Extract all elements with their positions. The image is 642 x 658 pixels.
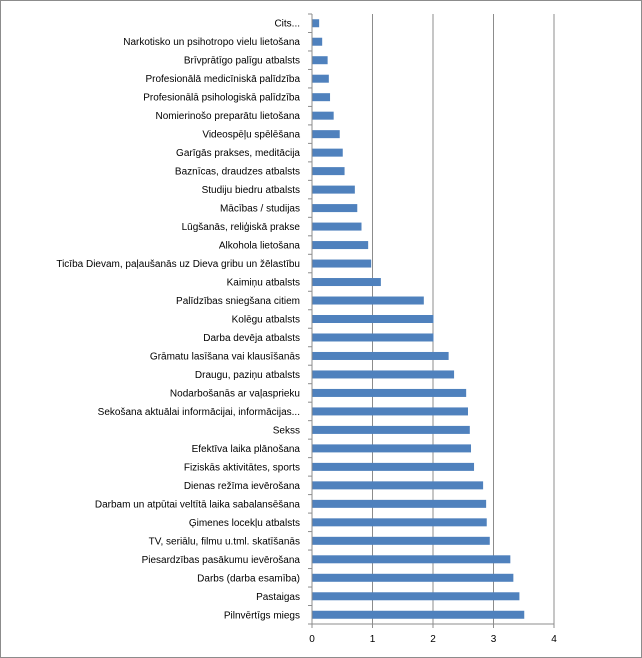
category-label: Studiju biedru atbalsts <box>202 185 300 196</box>
bar <box>312 130 340 139</box>
x-tick-label: 0 <box>309 634 315 645</box>
bar <box>312 148 343 157</box>
category-label: Palīdzības sniegšana citiem <box>176 296 300 307</box>
bar <box>312 610 525 619</box>
category-label: Garīgās prakses, meditācija <box>176 148 300 159</box>
category-label: Profesionālā psihologiskā palīdzība <box>143 93 300 104</box>
bar <box>312 56 328 65</box>
bar <box>312 296 424 305</box>
bar <box>312 351 449 360</box>
bar <box>312 370 455 379</box>
bar <box>312 185 355 194</box>
category-label: Draugu, paziņu atbalsts <box>195 370 300 381</box>
bar <box>312 204 358 213</box>
bar <box>312 93 331 102</box>
category-label: Videospēļu spēlēšana <box>202 130 300 141</box>
bar <box>312 222 362 231</box>
x-tick-label: 2 <box>430 634 436 645</box>
category-label: Brīvprātīgo palīgu atbalsts <box>184 56 300 67</box>
bar <box>312 407 468 416</box>
category-label: Lūgšanās, reliģiskā prakse <box>182 220 301 233</box>
category-label: Cits... <box>274 19 300 30</box>
category-label: TV, seriālu, filmu u.tml. skatīšanās <box>149 536 300 547</box>
category-label: Ģimenes locekļu atbalsts <box>189 518 300 529</box>
category-label: Ticība Dievam, paļaušanās uz Dieva gribu… <box>56 259 300 270</box>
category-label: Pilnvērtīgs miegs <box>224 610 300 621</box>
bar <box>312 536 490 545</box>
bar <box>312 481 484 490</box>
bar <box>312 111 334 120</box>
bar <box>312 241 369 250</box>
bars <box>312 19 525 619</box>
category-label: Grāmatu lasīšana vai klausīšanās <box>150 351 300 362</box>
x-tick-label: 1 <box>370 634 376 645</box>
category-label: Baznīcas, draudzes atbalsts <box>175 167 300 178</box>
bar <box>312 19 320 28</box>
bar <box>312 555 511 564</box>
category-label: Alkohola lietošana <box>219 241 301 252</box>
category-label: Sekss <box>273 425 300 436</box>
bar <box>312 278 381 287</box>
category-labels: Cits... Narkotisko un psihotropo vielu li… <box>56 19 300 622</box>
category-label: Fiziskās aktivitātes, sports <box>184 462 300 473</box>
category-label: Pastaigas <box>256 592 300 603</box>
category-label: Dienas režīma ievērošana <box>184 481 301 492</box>
bar <box>312 573 514 582</box>
bar <box>312 333 434 342</box>
bar <box>312 425 470 434</box>
bar <box>312 518 487 527</box>
category-label: Nomierinošo preparātu lietošana <box>155 111 300 122</box>
category-label: Darbam un atpūtai veltītā laika sabalans… <box>95 499 301 510</box>
bar <box>312 167 345 176</box>
category-label: Efektīva laika plānošana <box>192 444 301 455</box>
category-label: Mācības / studijas <box>220 204 300 215</box>
bar <box>312 74 329 83</box>
bar <box>312 388 467 397</box>
category-label: Darba devēja atbalsts <box>203 333 300 344</box>
category-label: Profesionālā medicīniskā palīdzība <box>145 74 300 85</box>
category-label: Kolēgu atbalsts <box>232 315 300 326</box>
bar <box>312 259 372 268</box>
x-tick-labels: 0 1 2 3 4 <box>309 634 557 645</box>
category-label: Narkotisko un psihotropo vielu lietošana <box>123 37 300 48</box>
category-label: Sekošana aktuālai informācijai, informāc… <box>98 407 300 418</box>
bar <box>312 592 520 601</box>
bar <box>312 462 475 471</box>
category-label: Nodarbošanās ar vaļasprieku <box>170 388 300 399</box>
category-label: Darbs (darba esamība) <box>197 573 300 584</box>
category-label: Kaimiņu atbalsts <box>227 278 300 289</box>
bar <box>312 444 472 453</box>
x-tick-label: 3 <box>491 634 497 645</box>
x-tick-label: 4 <box>551 634 557 645</box>
axes <box>308 13 555 628</box>
bar <box>312 315 434 323</box>
category-label: Piesardzības pasākumu ievērošana <box>142 555 301 566</box>
bar <box>312 37 323 46</box>
bar <box>312 499 487 508</box>
